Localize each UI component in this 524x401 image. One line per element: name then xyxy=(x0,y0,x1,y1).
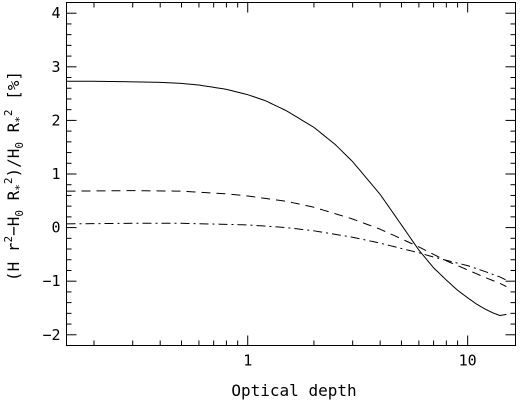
y-tick-label: 1 xyxy=(51,165,60,183)
series-line-dashed xyxy=(66,190,507,287)
x-axis-title: Optical depth xyxy=(231,381,356,400)
x-tick-label: 1 xyxy=(243,352,252,370)
series-line-solid xyxy=(66,80,507,317)
y-title-mid: −H xyxy=(4,217,23,236)
y-title-sup-1: 2 xyxy=(2,236,15,243)
y-title-sub-2: 0 xyxy=(13,142,26,149)
series-line-dashdot xyxy=(66,222,507,281)
y-axis-title: (H r2−H0 R*2)/H0 R*2 [%] xyxy=(2,71,26,281)
y-title-open: (H r xyxy=(4,242,23,281)
y-title-percent: [%] xyxy=(4,71,23,110)
y-tick-label: 0 xyxy=(51,219,60,237)
y-title-sup-2: 2 xyxy=(2,178,15,185)
y-tick-label: −2 xyxy=(42,326,60,344)
y-tick-label: −1 xyxy=(42,272,60,290)
y-title-mid-3: R xyxy=(4,122,23,142)
plot-area: −2 −1 0 1 2 3 4 1 10 xyxy=(42,2,516,370)
y-title-star-2: * xyxy=(13,116,26,123)
series-layer xyxy=(66,80,507,317)
y-title-slash: )/H xyxy=(4,149,23,178)
x-tick-label: 10 xyxy=(459,352,477,370)
y-tick-label: 4 xyxy=(51,4,60,22)
y-title-star-1: * xyxy=(13,184,26,191)
tick-layer: −2 −1 0 1 2 3 4 1 10 xyxy=(42,2,516,370)
y-title-mid-2: R xyxy=(4,190,23,210)
y-title-sub-1: 0 xyxy=(13,210,26,217)
y-title-sup-3: 2 xyxy=(2,109,15,116)
y-tick-label: 2 xyxy=(51,111,60,129)
y-tick-label: 3 xyxy=(51,58,60,76)
plot-frame xyxy=(66,2,516,346)
